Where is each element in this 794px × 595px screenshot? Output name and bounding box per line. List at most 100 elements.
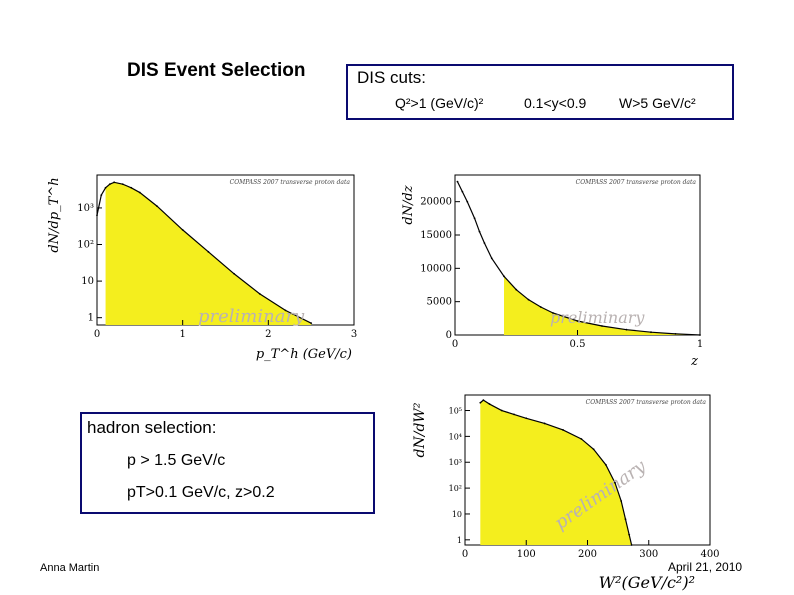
data-point — [473, 217, 476, 220]
x-tick-label: 1 — [697, 339, 703, 350]
data-point — [258, 293, 261, 295]
hadron-selection-box — [80, 412, 375, 514]
data-point — [630, 544, 633, 546]
y-tick-label: 10³ — [77, 203, 94, 214]
y-tick-label: 10⁵ — [449, 407, 462, 416]
data-point — [628, 533, 631, 536]
y-tick-label: 5000 — [427, 297, 452, 308]
y-tick-label: 1 — [457, 536, 462, 545]
data-point — [625, 328, 628, 331]
hadron-cut-pt-z: pT>0.1 GeV/c, z>0.2 — [127, 484, 275, 501]
hadron-selection-title: hadron selection: — [87, 418, 217, 437]
data-point — [601, 325, 603, 327]
dis-cuts-title: DIS cuts: — [357, 68, 426, 87]
data-point — [525, 417, 528, 420]
data-point — [461, 190, 464, 193]
y-tick-label: 0 — [446, 330, 452, 341]
area-fill — [105, 182, 312, 325]
data-point — [100, 194, 103, 197]
watermark: preliminary — [550, 308, 645, 327]
data-point — [233, 272, 235, 275]
data-point — [539, 306, 542, 308]
data-point — [138, 191, 141, 194]
data-point — [674, 332, 677, 335]
x-tick-label: 1 — [179, 329, 185, 340]
date: April 21, 2010 — [668, 560, 743, 574]
data-point — [576, 320, 579, 322]
data-point — [513, 413, 515, 416]
x-axis-label: z — [690, 354, 698, 369]
chart-header: COMPASS 2007 transverse proton data — [576, 179, 697, 186]
data-point — [500, 409, 503, 412]
data-point — [624, 518, 627, 521]
data-point — [478, 230, 481, 233]
area-fill — [504, 276, 700, 335]
data-point — [503, 275, 505, 278]
watermark: preliminary — [198, 306, 305, 327]
y-tick-label: 10² — [449, 484, 462, 493]
page-title: DIS Event Selection — [127, 60, 306, 81]
cut-y: 0.1<y<0.9 — [524, 95, 587, 111]
area-fill — [480, 400, 632, 545]
data-point — [130, 186, 133, 189]
data-point — [527, 298, 530, 301]
data-curve — [479, 399, 633, 546]
y-tick-label: 10⁴ — [449, 432, 462, 441]
chart-header: COMPASS 2007 transverse proton data — [586, 399, 707, 406]
data-point — [614, 482, 616, 484]
x-tick-label: 0.5 — [570, 339, 586, 350]
x-tick-label: 200 — [578, 549, 597, 560]
plot-frame — [454, 174, 701, 336]
cut-q2: Q²>1 (GeV/c)² — [395, 95, 484, 111]
data-point — [479, 401, 482, 404]
data-point — [104, 186, 107, 189]
data-point — [310, 322, 313, 325]
data-point — [207, 250, 210, 253]
data-point — [543, 422, 546, 425]
y-tick-label: 15000 — [420, 230, 452, 241]
data-point — [620, 500, 623, 502]
y-tick-label: 10³ — [449, 458, 462, 467]
y-tick-label: 10² — [77, 240, 94, 251]
chart-z: COMPASS 2007 transverse proton data 0 0.5 1… — [401, 174, 703, 369]
x-tick-label: 400 — [700, 549, 719, 560]
data-point — [181, 228, 184, 231]
data-point — [96, 214, 98, 217]
y-tick-label: 10 — [452, 510, 462, 519]
data-point — [562, 429, 564, 431]
data-point — [466, 200, 469, 203]
x-axis-label: W²(GeV/c²)² — [599, 573, 695, 592]
chart-w2: COMPASS 2007 transverse proton data 0 100 2… — [412, 394, 720, 592]
data-point — [284, 309, 287, 312]
x-tick-label: 0 — [94, 329, 100, 340]
author: Anna Martin — [40, 562, 100, 574]
dis-cuts-box — [346, 64, 734, 120]
data-point — [552, 312, 554, 314]
x-axis-label: p_T^h (GeV/c) — [256, 347, 352, 362]
data-point — [482, 399, 485, 402]
data-point — [156, 205, 158, 207]
data-point — [604, 463, 607, 466]
x-tick-label: 0 — [462, 549, 468, 560]
y-axis-label: dN/dp_T^h — [47, 177, 62, 252]
x-tick-label: 3 — [351, 329, 357, 340]
data-point — [650, 331, 652, 334]
hadron-cut-p: p > 1.5 GeV/c — [127, 452, 226, 469]
x-tick-label: 100 — [517, 549, 536, 560]
chart-header: COMPASS 2007 transverse proton data — [230, 179, 351, 186]
data-point — [580, 438, 583, 440]
data-point — [488, 403, 491, 405]
data-point — [108, 183, 111, 186]
data-point — [121, 183, 124, 186]
y-tick-label: 10 — [81, 276, 94, 287]
x-tick-label: 0 — [452, 339, 458, 350]
y-axis-label: dN/dz — [401, 185, 416, 224]
x-tick-label: 300 — [639, 549, 658, 560]
cut-w: W>5 GeV/c² — [619, 95, 696, 111]
data-point — [456, 180, 459, 183]
data-point — [490, 257, 493, 260]
data-curve — [456, 181, 701, 336]
data-point — [515, 288, 518, 291]
data-point — [483, 242, 486, 244]
